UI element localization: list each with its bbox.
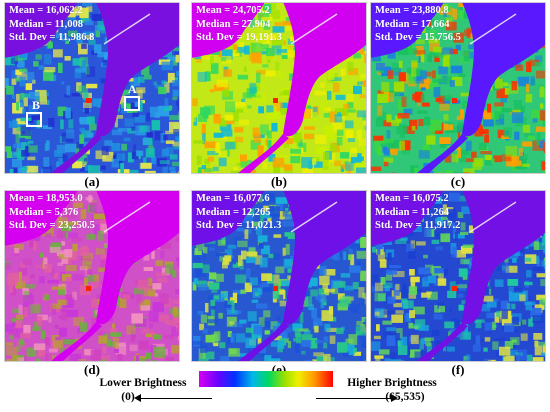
mean-e: Mean = 16,077.6: [196, 193, 270, 204]
median-e: Median = 12,265: [196, 206, 271, 218]
caption-b: (b): [271, 174, 287, 189]
stats-c: Mean = 23,880.8 Median = 17,664 Std. Dev…: [375, 4, 461, 45]
std-a: Std. Dev = 11,986.8: [9, 32, 95, 43]
std-f: Std. Dev = 11,917.2: [375, 220, 461, 231]
satellite-image-c: [370, 2, 546, 174]
brightness-color-bar: [199, 371, 333, 387]
satellite-image-a: [4, 2, 180, 174]
median-b: Median = 27,904: [196, 18, 271, 30]
caption-d: (d): [84, 362, 100, 377]
panel-b: Mean = 24,705.2 Median = 27,904 Std. Dev…: [191, 2, 367, 174]
satellite-image-d: [4, 190, 180, 362]
panel-c: Mean = 23,880.8 Median = 17,664 Std. Dev…: [370, 2, 546, 174]
marker-b-box: [26, 112, 42, 127]
legend-lower-value: (0): [121, 391, 135, 403]
median-a: Median = 11,008: [9, 18, 83, 30]
panel-d: Mean = 18,953.0 Median = 5,376 Std. Dev …: [4, 190, 180, 362]
median-d: Median = 5,376: [9, 206, 79, 218]
std-e: Std. Dev = 11,021.3: [196, 220, 282, 231]
legend-right-arrow: [316, 394, 398, 402]
marker-b-label: B: [32, 98, 41, 112]
mean-b: Mean = 24,705.2: [196, 5, 270, 16]
mean-c: Mean = 23,880.8: [375, 5, 449, 16]
mean-a: Mean = 16,062.2: [9, 5, 83, 16]
legend-lower-label: Lower Brightness: [99, 377, 187, 389]
marker-a-box: [124, 96, 140, 111]
mean-f: Mean = 16,075.2: [375, 193, 449, 204]
panel-a: Mean = 16,062.2 Median = 11,008 Std. Dev…: [4, 2, 180, 174]
median-c: Median = 17,664: [375, 18, 450, 30]
legend-higher-label: Higher Brightness: [347, 377, 437, 389]
std-d: Std. Dev = 23,250.5: [9, 220, 95, 231]
stats-f: Mean = 16,075.2 Median = 11,264 Std. Dev…: [375, 192, 460, 233]
caption-f: (f): [451, 362, 465, 377]
panel-e: Mean = 16,077.6 Median = 12,265 Std. Dev…: [191, 190, 367, 362]
stats-d: Mean = 18,953.0 Median = 5,376 Std. Dev …: [9, 192, 95, 233]
stats-a: Mean = 16,062.2 Median = 11,008 Std. Dev…: [9, 4, 94, 45]
median-f: Median = 11,264: [375, 206, 449, 218]
legend-left-arrow: [134, 394, 212, 402]
satellite-image-b: [191, 2, 367, 174]
stats-b: Mean = 24,705.2 Median = 27,904 Std. Dev…: [196, 4, 282, 45]
marker-a-label: A: [128, 82, 137, 96]
caption-c: (c): [450, 174, 466, 189]
legend-higher-value: (65,535): [385, 391, 425, 403]
std-c: Std. Dev = 15,756.5: [375, 32, 461, 43]
std-b: Std. Dev = 19,191.3: [196, 32, 282, 43]
stats-e: Mean = 16,077.6 Median = 12,265 Std. Dev…: [196, 192, 281, 233]
caption-a: (a): [84, 174, 100, 189]
satellite-image-f: [370, 190, 546, 362]
panel-f: Mean = 16,075.2 Median = 11,264 Std. Dev…: [370, 190, 546, 362]
mean-d: Mean = 18,953.0: [9, 193, 83, 204]
satellite-image-e: [191, 190, 367, 362]
